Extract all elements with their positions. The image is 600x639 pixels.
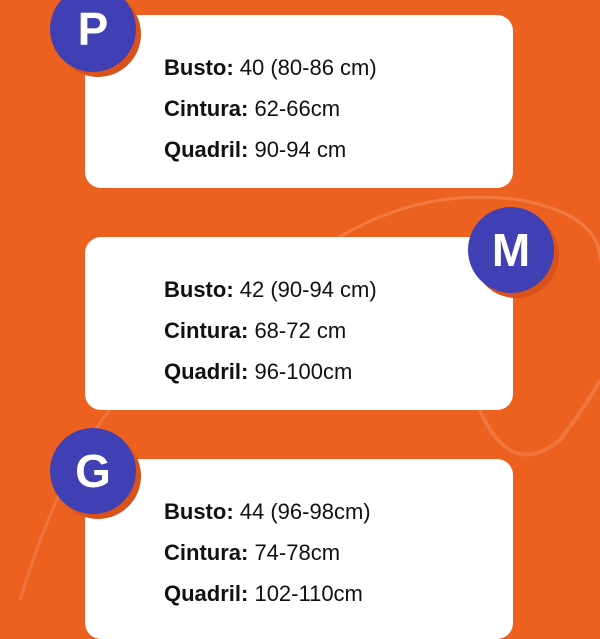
waist-row: Cintura: 68-72 cm [164,318,347,343]
size-card-m: Busto: 42 (90-94 cm) Cintura: 68-72 cm Q… [85,237,513,410]
size-card-p: Busto: 40 (80-86 cm) Cintura: 62-66cm Qu… [85,15,513,188]
waist-row: Cintura: 74-78cm [164,540,341,565]
size-card-g: Busto: 44 (96-98cm) Cintura: 74-78cm Qua… [85,459,513,639]
size-badge-g: G [50,428,136,514]
waist-row: Cintura: 62-66cm [164,96,341,121]
hip-row: Quadril: 96-100cm [164,359,353,384]
size-badge-m: M [468,207,554,293]
bust-row: Busto: 40 (80-86 cm) [164,55,377,80]
bust-row: Busto: 42 (90-94 cm) [164,277,377,302]
bust-row: Busto: 44 (96-98cm) [164,499,371,524]
size-badge-p: P [50,0,136,72]
hip-row: Quadril: 90-94 cm [164,137,347,162]
hip-row: Quadril: 102-110cm [164,581,363,606]
